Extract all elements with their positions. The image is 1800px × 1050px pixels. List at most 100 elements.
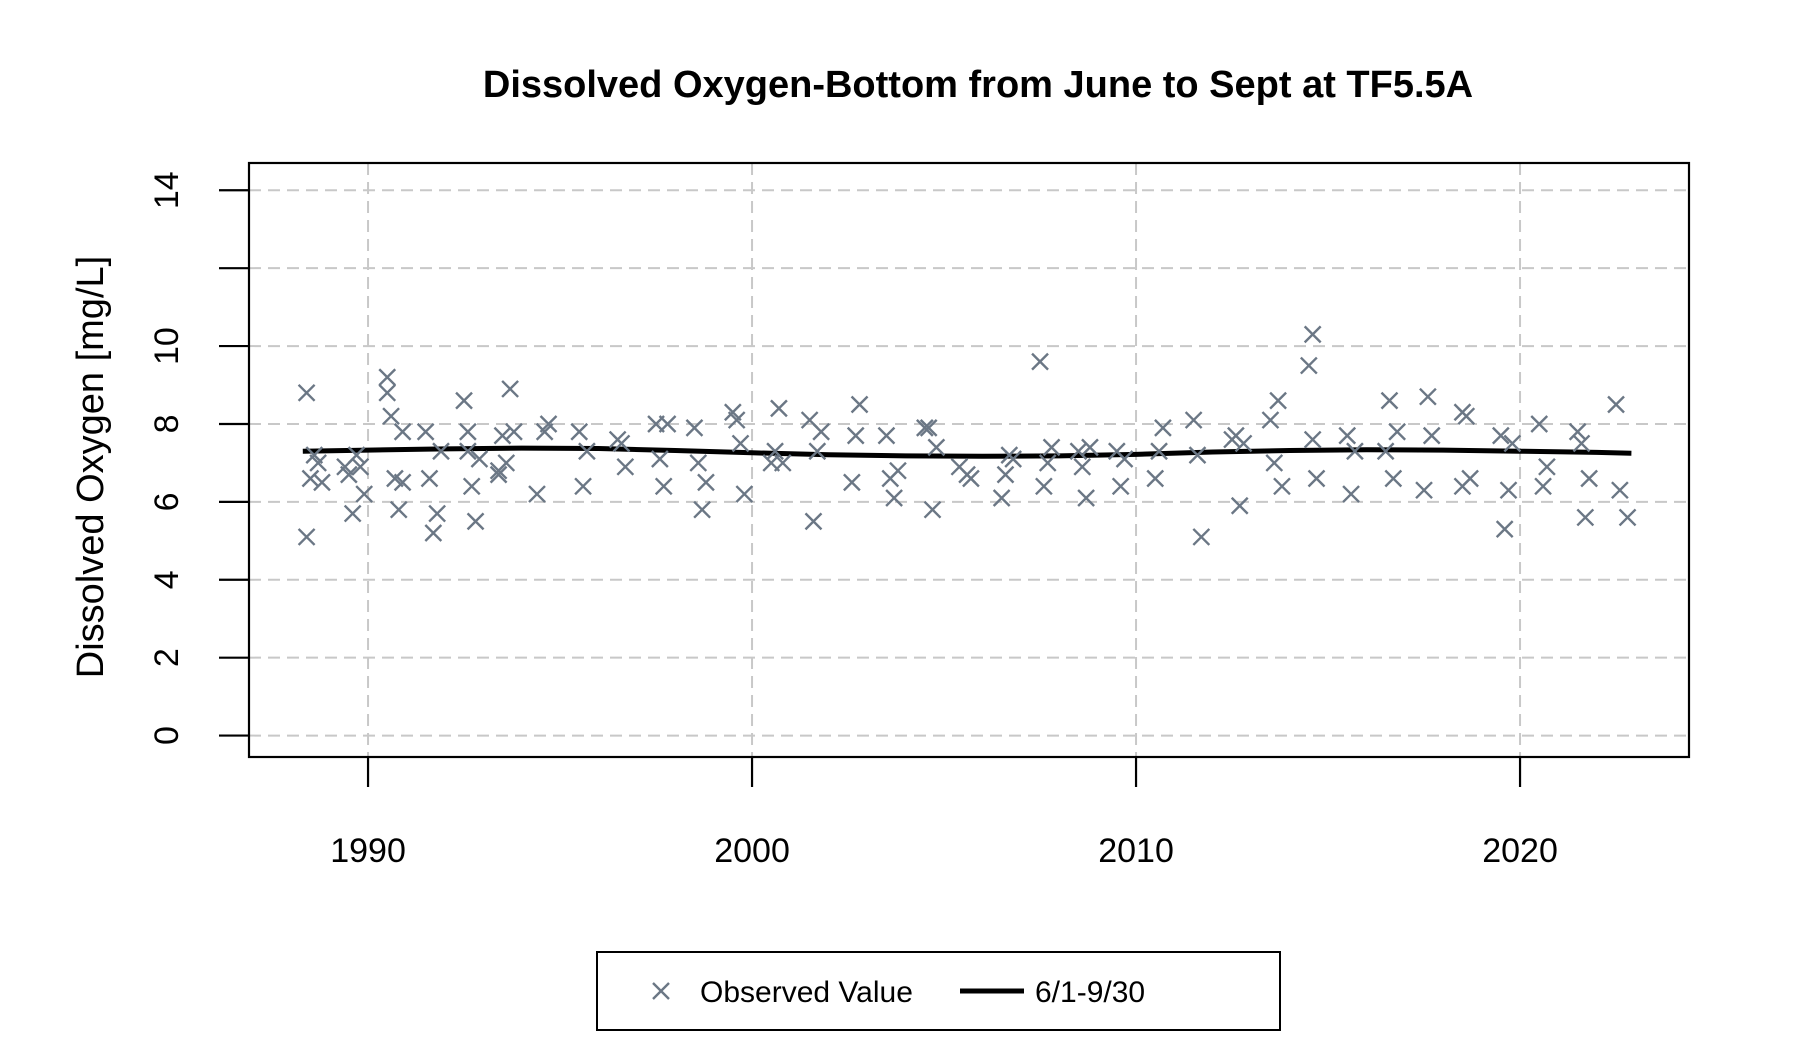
y-tick-label: 8: [148, 415, 186, 434]
data-point: [462, 477, 481, 496]
y-tick-label: 0: [148, 726, 186, 745]
data-point: [1419, 387, 1437, 406]
data-point: [382, 407, 400, 426]
data-point: [1380, 391, 1399, 410]
data-point: [539, 415, 558, 433]
data-point: [1580, 469, 1599, 488]
data-point: [493, 426, 512, 445]
data-point: [351, 457, 370, 476]
data-point: [501, 380, 519, 398]
data-point: [528, 485, 546, 503]
data-point: [1576, 508, 1595, 527]
data-point: [1388, 422, 1407, 441]
legend-trend-label: 6/1-9/30: [1035, 976, 1145, 1009]
x-tick-label: 2000: [714, 832, 790, 870]
data-point: [850, 395, 869, 414]
data-point: [1491, 426, 1510, 445]
data-point: [1154, 419, 1172, 437]
data-point: [574, 477, 592, 496]
data-point: [689, 454, 708, 472]
data-point: [1038, 454, 1057, 472]
data-point: [497, 454, 516, 472]
plot-frame: [247, 161, 1691, 759]
data-point: [1530, 415, 1549, 433]
data-point: [428, 504, 447, 523]
data-point: [693, 500, 711, 519]
data-point: [570, 422, 589, 441]
data-point: [962, 469, 980, 488]
data-point: [1607, 395, 1625, 414]
data-point: [1307, 469, 1326, 488]
data-point: [766, 442, 784, 461]
data-point: [489, 465, 508, 484]
observed-points: [297, 325, 1637, 546]
data-point: [808, 442, 827, 461]
legend-box: [596, 951, 1281, 1031]
data-point: [420, 469, 439, 488]
data-point: [1338, 426, 1357, 445]
data-point: [735, 485, 754, 503]
data-point: [301, 469, 320, 488]
data-point: [1188, 446, 1207, 464]
data-point: [1503, 434, 1522, 453]
data-point: [416, 422, 435, 441]
data-point: [1346, 442, 1364, 461]
data-point: [1115, 450, 1134, 468]
data-point: [1422, 426, 1441, 445]
data-point: [804, 512, 823, 531]
y-tick-label: 10: [148, 327, 186, 365]
data-point: [1081, 438, 1099, 457]
data-point: [1073, 457, 1092, 476]
data-point: [996, 465, 1015, 484]
data-point: [923, 500, 942, 519]
x-tick-label: 2020: [1482, 832, 1558, 870]
y-axis-label: Dissolved Oxygen [mg/L]: [70, 256, 112, 678]
data-point: [1568, 422, 1587, 441]
data-point: [297, 383, 316, 402]
data-point: [1234, 434, 1253, 453]
data-point: [1534, 477, 1552, 496]
data-point: [1461, 469, 1479, 488]
data-point: [727, 411, 746, 429]
data-point: [770, 399, 788, 418]
data-point: [658, 415, 677, 433]
data-point: [378, 383, 397, 402]
data-point: [1415, 481, 1433, 500]
data-point: [843, 473, 861, 492]
data-point: [378, 368, 397, 387]
x-tick-label: 1990: [330, 832, 406, 870]
data-point: [927, 438, 946, 457]
data-point: [505, 422, 523, 441]
data-point: [297, 528, 316, 546]
y-tick-label: 6: [148, 492, 186, 511]
data-point: [1303, 325, 1322, 344]
data-point: [915, 419, 934, 437]
data-point: [339, 465, 358, 484]
data-point: [773, 454, 792, 472]
data-point: [1146, 469, 1165, 488]
data-point: [1384, 469, 1403, 488]
legend-observed-label: Observed Value: [700, 976, 913, 1009]
grid-lines: [249, 163, 1689, 757]
data-point: [432, 442, 450, 461]
trend-line: [302, 445, 1632, 459]
data-point: [347, 446, 366, 464]
data-point: [612, 434, 631, 453]
data-point: [343, 504, 362, 523]
data-point: [393, 473, 412, 492]
data-point: [846, 426, 865, 445]
data-point: [1269, 391, 1287, 410]
trend-line-layer: [302, 445, 1632, 459]
data-point: [309, 454, 327, 472]
data-point: [1376, 442, 1395, 461]
data-point: [654, 477, 673, 496]
data-point: [1035, 477, 1053, 496]
y-tick-label: 4: [148, 570, 186, 589]
data-point: [1538, 457, 1556, 476]
data-point: [1230, 496, 1249, 515]
data-point: [578, 442, 596, 461]
x-tick-label: 2010: [1098, 832, 1174, 870]
data-point: [393, 422, 412, 441]
data-point: [1150, 442, 1168, 461]
